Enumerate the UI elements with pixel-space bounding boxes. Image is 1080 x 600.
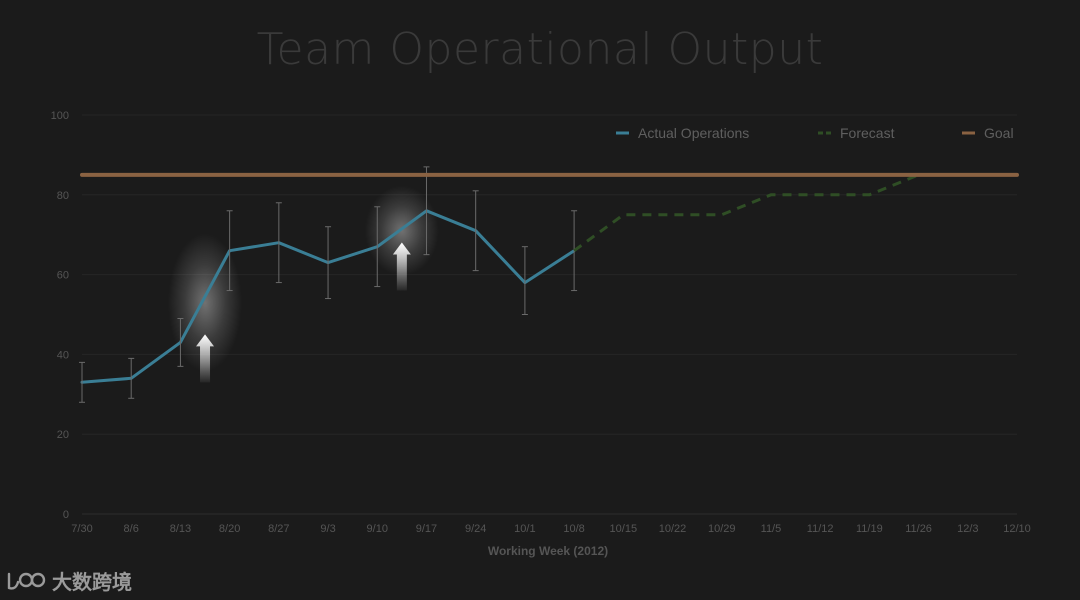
- x-tick-label: 9/17: [416, 523, 437, 535]
- x-axis: 7/30 8/6 8/13 8/20 8/27 9/3 9/10 9/17 9/24 10/1 10…: [71, 523, 1030, 535]
- error-bar: [275, 202, 282, 284]
- x-tick-label: 9/24: [465, 523, 486, 535]
- legend-label: Goal: [984, 125, 1014, 141]
- x-tick-label: 10/22: [659, 523, 687, 535]
- watermark: 大数跨境: [6, 566, 132, 595]
- error-bar: [374, 206, 381, 288]
- x-tick-label: 11/12: [807, 523, 834, 535]
- x-tick-label: 11/19: [856, 523, 883, 535]
- x-tick-label: 10/8: [563, 523, 584, 535]
- highlight-glow: [364, 185, 439, 276]
- x-tick-label: 8/20: [219, 523, 240, 535]
- error-bar: [423, 166, 430, 256]
- x-tick-label: 12/10: [1003, 523, 1031, 535]
- up-arrow-icon: [196, 334, 215, 383]
- x-tick-label: 8/6: [124, 523, 139, 535]
- x-tick-label: 10/1: [514, 523, 535, 535]
- x-tick-label: 11/5: [761, 523, 782, 535]
- highlight-glow: [168, 233, 242, 372]
- y-tick-label: 20: [57, 429, 69, 441]
- x-axis-label: Working Week (2012): [488, 544, 608, 558]
- x-tick-label: 12/3: [957, 523, 978, 535]
- y-tick-label: 40: [57, 349, 69, 361]
- y-axis: 0 20 40 60 80 100: [51, 110, 69, 521]
- x-tick-label: 10/15: [610, 523, 638, 535]
- highlight-glows: [168, 185, 439, 372]
- error-bar: [128, 357, 135, 399]
- x-tick-label: 8/27: [268, 523, 289, 535]
- legend-item: Actual Operations: [616, 125, 749, 141]
- annotations: [196, 242, 411, 383]
- x-tick-label: 11/26: [905, 523, 932, 535]
- legend-item: Goal: [962, 125, 1014, 141]
- error-bar: [79, 361, 85, 403]
- legend-label: Forecast: [840, 125, 895, 141]
- chart-title: Team Operational Output: [256, 24, 824, 75]
- legend-item: Forecast: [818, 125, 895, 141]
- x-tick-label: 9/10: [367, 523, 388, 535]
- error-bar: [521, 246, 528, 315]
- error-bar: [177, 317, 184, 367]
- error-bar: [325, 226, 332, 300]
- y-tick-label: 100: [51, 110, 69, 122]
- error-bar: [472, 190, 479, 272]
- x-tick-label: 9/3: [320, 523, 335, 535]
- x-tick-label: 10/29: [708, 523, 736, 535]
- y-tick-label: 0: [63, 509, 69, 521]
- watermark-text: 大数跨境: [52, 570, 132, 594]
- series-actual-operations: [79, 166, 578, 403]
- brand-logo-icon: [7, 572, 46, 590]
- x-tick-label: 7/30: [71, 523, 92, 535]
- series-forecast: [573, 173, 1017, 252]
- legend-label: Actual Operations: [638, 125, 749, 141]
- legend: Actual Operations Forecast Goal: [616, 125, 1014, 141]
- series-line: [573, 173, 1017, 252]
- series: [79, 166, 1019, 403]
- up-arrow-icon: [392, 242, 411, 291]
- error-bar: [226, 210, 233, 292]
- x-tick-label: 8/13: [170, 523, 191, 535]
- y-tick-label: 80: [57, 190, 69, 202]
- y-tick-label: 60: [57, 270, 69, 282]
